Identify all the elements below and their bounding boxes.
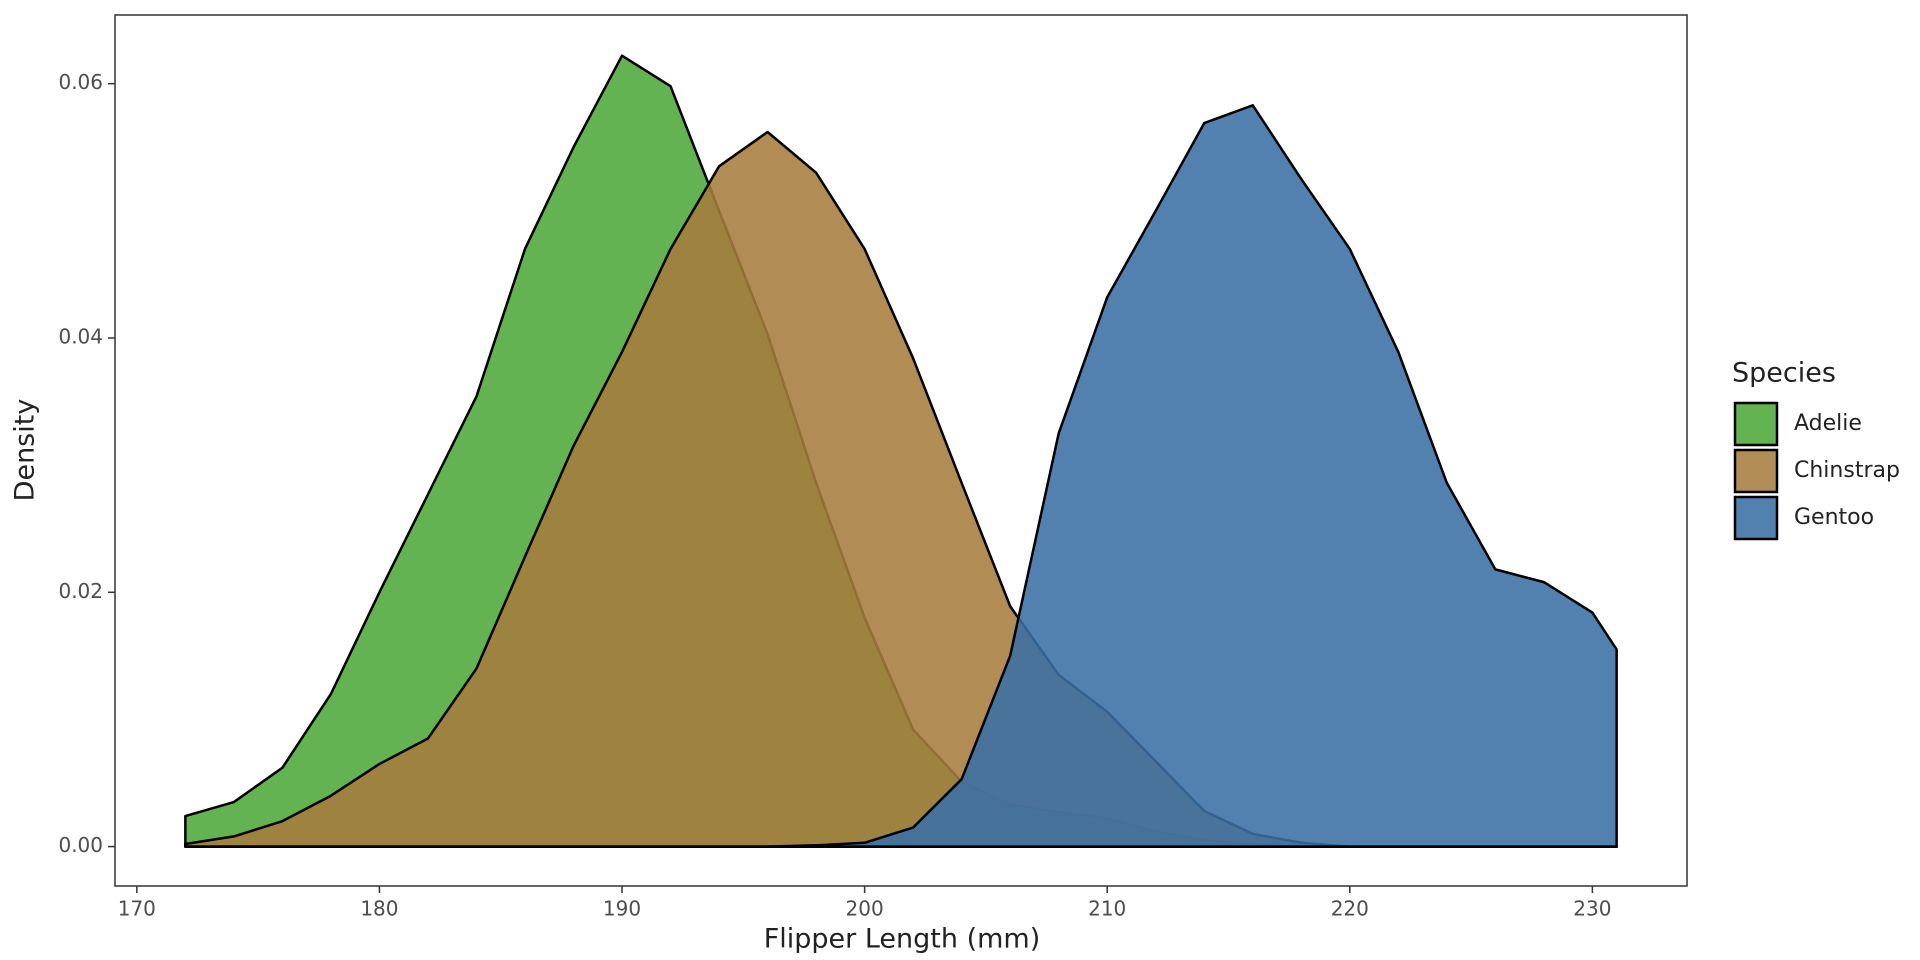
y-tick-label: 0.02 [58,579,103,603]
legend-key [1733,401,1779,447]
x-tick-label: 180 [360,897,398,921]
y-axis-label: Density [10,399,41,502]
x-tick-label: 190 [603,897,641,921]
legend-label: Gentoo [1794,505,1874,530]
density-area [184,104,1618,848]
y-tick-label: 0.00 [58,833,103,857]
y-tick-label: 0.06 [58,70,103,94]
x-axis-label: Flipper Length (mm) [764,924,1041,955]
legend-label: Adelie [1794,411,1862,436]
plot-border [114,14,1688,887]
legend-title: Species [1732,358,1836,389]
legend-key [1733,495,1779,541]
x-tick-label: 220 [1331,897,1369,921]
legend-label: Chinstrap [1794,458,1900,483]
x-tick-label: 200 [846,897,884,921]
x-tick-label: 230 [1573,897,1611,921]
x-tick-label: 210 [1088,897,1126,921]
x-tick-label: 170 [118,897,156,921]
y-tick-label: 0.04 [58,324,103,348]
legend-key [1733,448,1779,494]
